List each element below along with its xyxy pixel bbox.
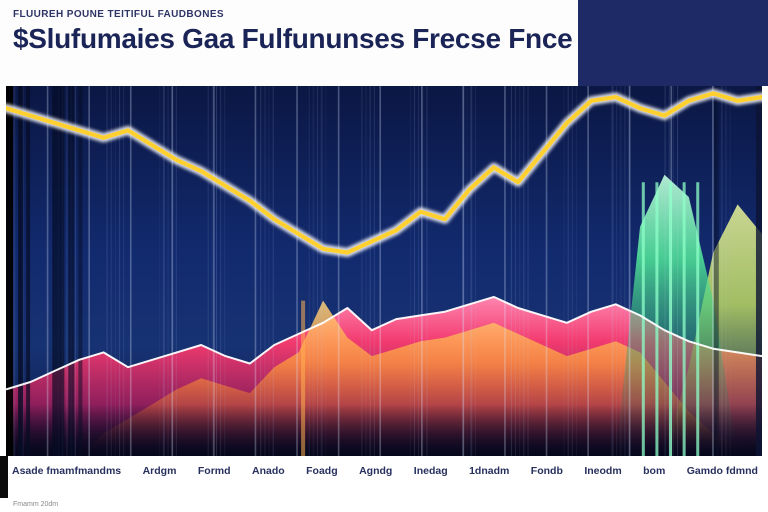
- x-axis-label: Formd: [197, 465, 231, 477]
- x-axis-label: Gamdo fdmnd: [686, 465, 758, 477]
- chart-canvas: [6, 86, 762, 456]
- x-axis-label: Ardgm: [142, 465, 177, 477]
- header-corner-block: [578, 0, 768, 86]
- x-axis-label: Foadg: [306, 465, 338, 477]
- x-axis-label: 1dnadm: [469, 465, 510, 477]
- x-axis-label: bom: [643, 465, 666, 477]
- x-axis-label: Fondb: [530, 465, 563, 477]
- chart-kicker: FLUUREH POUNE TEITIFUL FAUDBONES: [13, 9, 224, 20]
- x-axis-label: Asade fmamfmandms: [12, 465, 122, 477]
- price-chart: [6, 86, 762, 456]
- x-axis: Asade fmamfmandms Ardgm Formd Anado Foadg Agn…: [0, 456, 768, 512]
- x-axis-label: Agndg: [359, 465, 393, 477]
- chart-footnote: Fmamm 20dm: [13, 500, 59, 508]
- chart-title: $Slufumaies Gaa Fulfununses Frecse Fnce: [13, 23, 573, 54]
- x-axis-label: Ineodm: [584, 465, 622, 477]
- x-axis-label: Inedag: [413, 465, 448, 477]
- corner-black-block: [0, 456, 8, 498]
- x-axis-label: Anado: [252, 465, 285, 477]
